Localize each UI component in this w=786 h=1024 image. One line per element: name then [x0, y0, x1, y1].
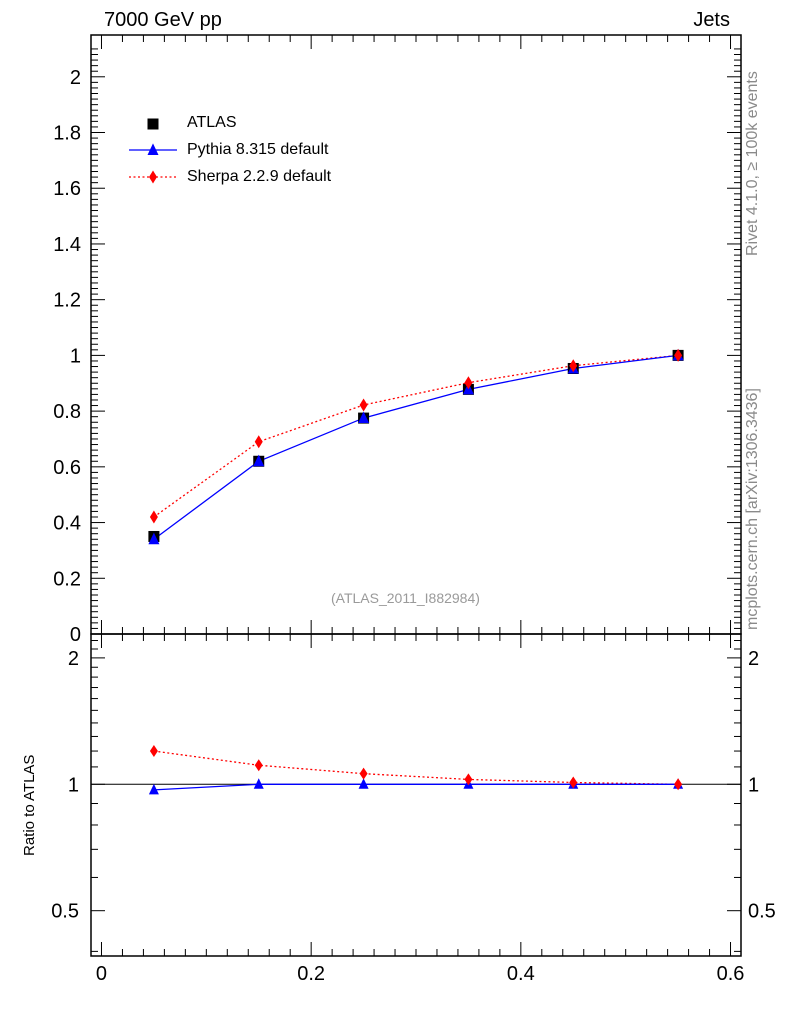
pythia-ratio-line — [153, 783, 679, 791]
pythia-data-point — [148, 532, 160, 545]
y-tick-label: 1 — [70, 345, 81, 367]
y-tick-label: 0.6 — [53, 457, 81, 479]
pythia-ratio-point — [148, 783, 159, 795]
pythia-ratio-point — [253, 778, 264, 789]
sherpa-ratio-point — [359, 767, 368, 780]
sherpa-data-point — [254, 435, 263, 449]
pythia-data-point — [253, 454, 265, 467]
sherpa-data-point — [674, 348, 683, 362]
sherpa-ratio-point — [149, 745, 158, 758]
y-tick-label: 1.4 — [53, 234, 81, 256]
pythia-data-point — [358, 411, 370, 424]
analysis-watermark: (ATLAS_2011_I882984) — [331, 590, 480, 606]
ratio-y-tick-label: 1 — [68, 774, 79, 796]
ratio-y-tick-label-right: 2 — [748, 648, 759, 670]
ratio-y-tick-label-right: 0.5 — [748, 901, 776, 923]
sherpa-data-point — [569, 359, 578, 373]
x-tick-label: 0.6 — [717, 963, 745, 985]
sherpa-series-line — [153, 354, 679, 518]
sherpa-ratio-point — [569, 776, 578, 789]
sherpa-data-point — [149, 510, 158, 524]
y-tick-label: 1.6 — [53, 178, 81, 200]
y-tick-label: 0.4 — [53, 513, 81, 535]
y-tick-label: 1.2 — [53, 290, 81, 312]
ratio-y-tick-label-right: 1 — [748, 774, 759, 796]
legend-entry-sherpa: Sherpa 2.2.9 default — [187, 168, 332, 185]
ratio-axis-label: Ratio to ATLAS — [21, 754, 38, 856]
pythia-series-line — [153, 354, 679, 540]
x-tick-label: 0.4 — [507, 963, 535, 985]
y-tick-label: 0 — [70, 624, 81, 646]
legend-marker-pythia — [147, 143, 159, 155]
legend-entry-pythia: Pythia 8.315 default — [187, 141, 329, 158]
legend-marker-atlas — [147, 118, 159, 130]
sherpa-ratio-point — [254, 759, 263, 772]
rivet-version-label: Rivet 4.1.0, ≥ 100k events — [744, 71, 761, 256]
sherpa-ratio-point — [464, 773, 473, 786]
sherpa-data-point — [464, 376, 473, 390]
legend-entry-atlas: ATLAS — [187, 114, 237, 131]
y-tick-label: 2 — [70, 67, 81, 89]
y-tick-label: 0.8 — [53, 401, 81, 423]
ratio-y-tick-label: 0.5 — [51, 901, 79, 923]
sherpa-ratio-point — [674, 778, 683, 791]
process-label: Jets — [693, 9, 730, 31]
ratio-y-tick-label: 2 — [68, 648, 79, 670]
x-tick-label: 0 — [96, 963, 107, 985]
x-tick-label: 0.2 — [297, 963, 325, 985]
pythia-ratio-point — [358, 778, 369, 789]
sherpa-data-point — [359, 398, 368, 412]
ratio-plot-frame — [90, 633, 742, 957]
y-tick-label: 0.2 — [53, 568, 81, 590]
y-tick-label: 1.8 — [53, 123, 81, 145]
mcplots-reference-label: mcplots.cern.ch [arXiv:1306.3436] — [744, 388, 761, 630]
sherpa-ratio-line — [153, 750, 679, 785]
energy-label: 7000 GeV pp — [104, 9, 222, 31]
legend-marker-sherpa — [149, 170, 157, 184]
